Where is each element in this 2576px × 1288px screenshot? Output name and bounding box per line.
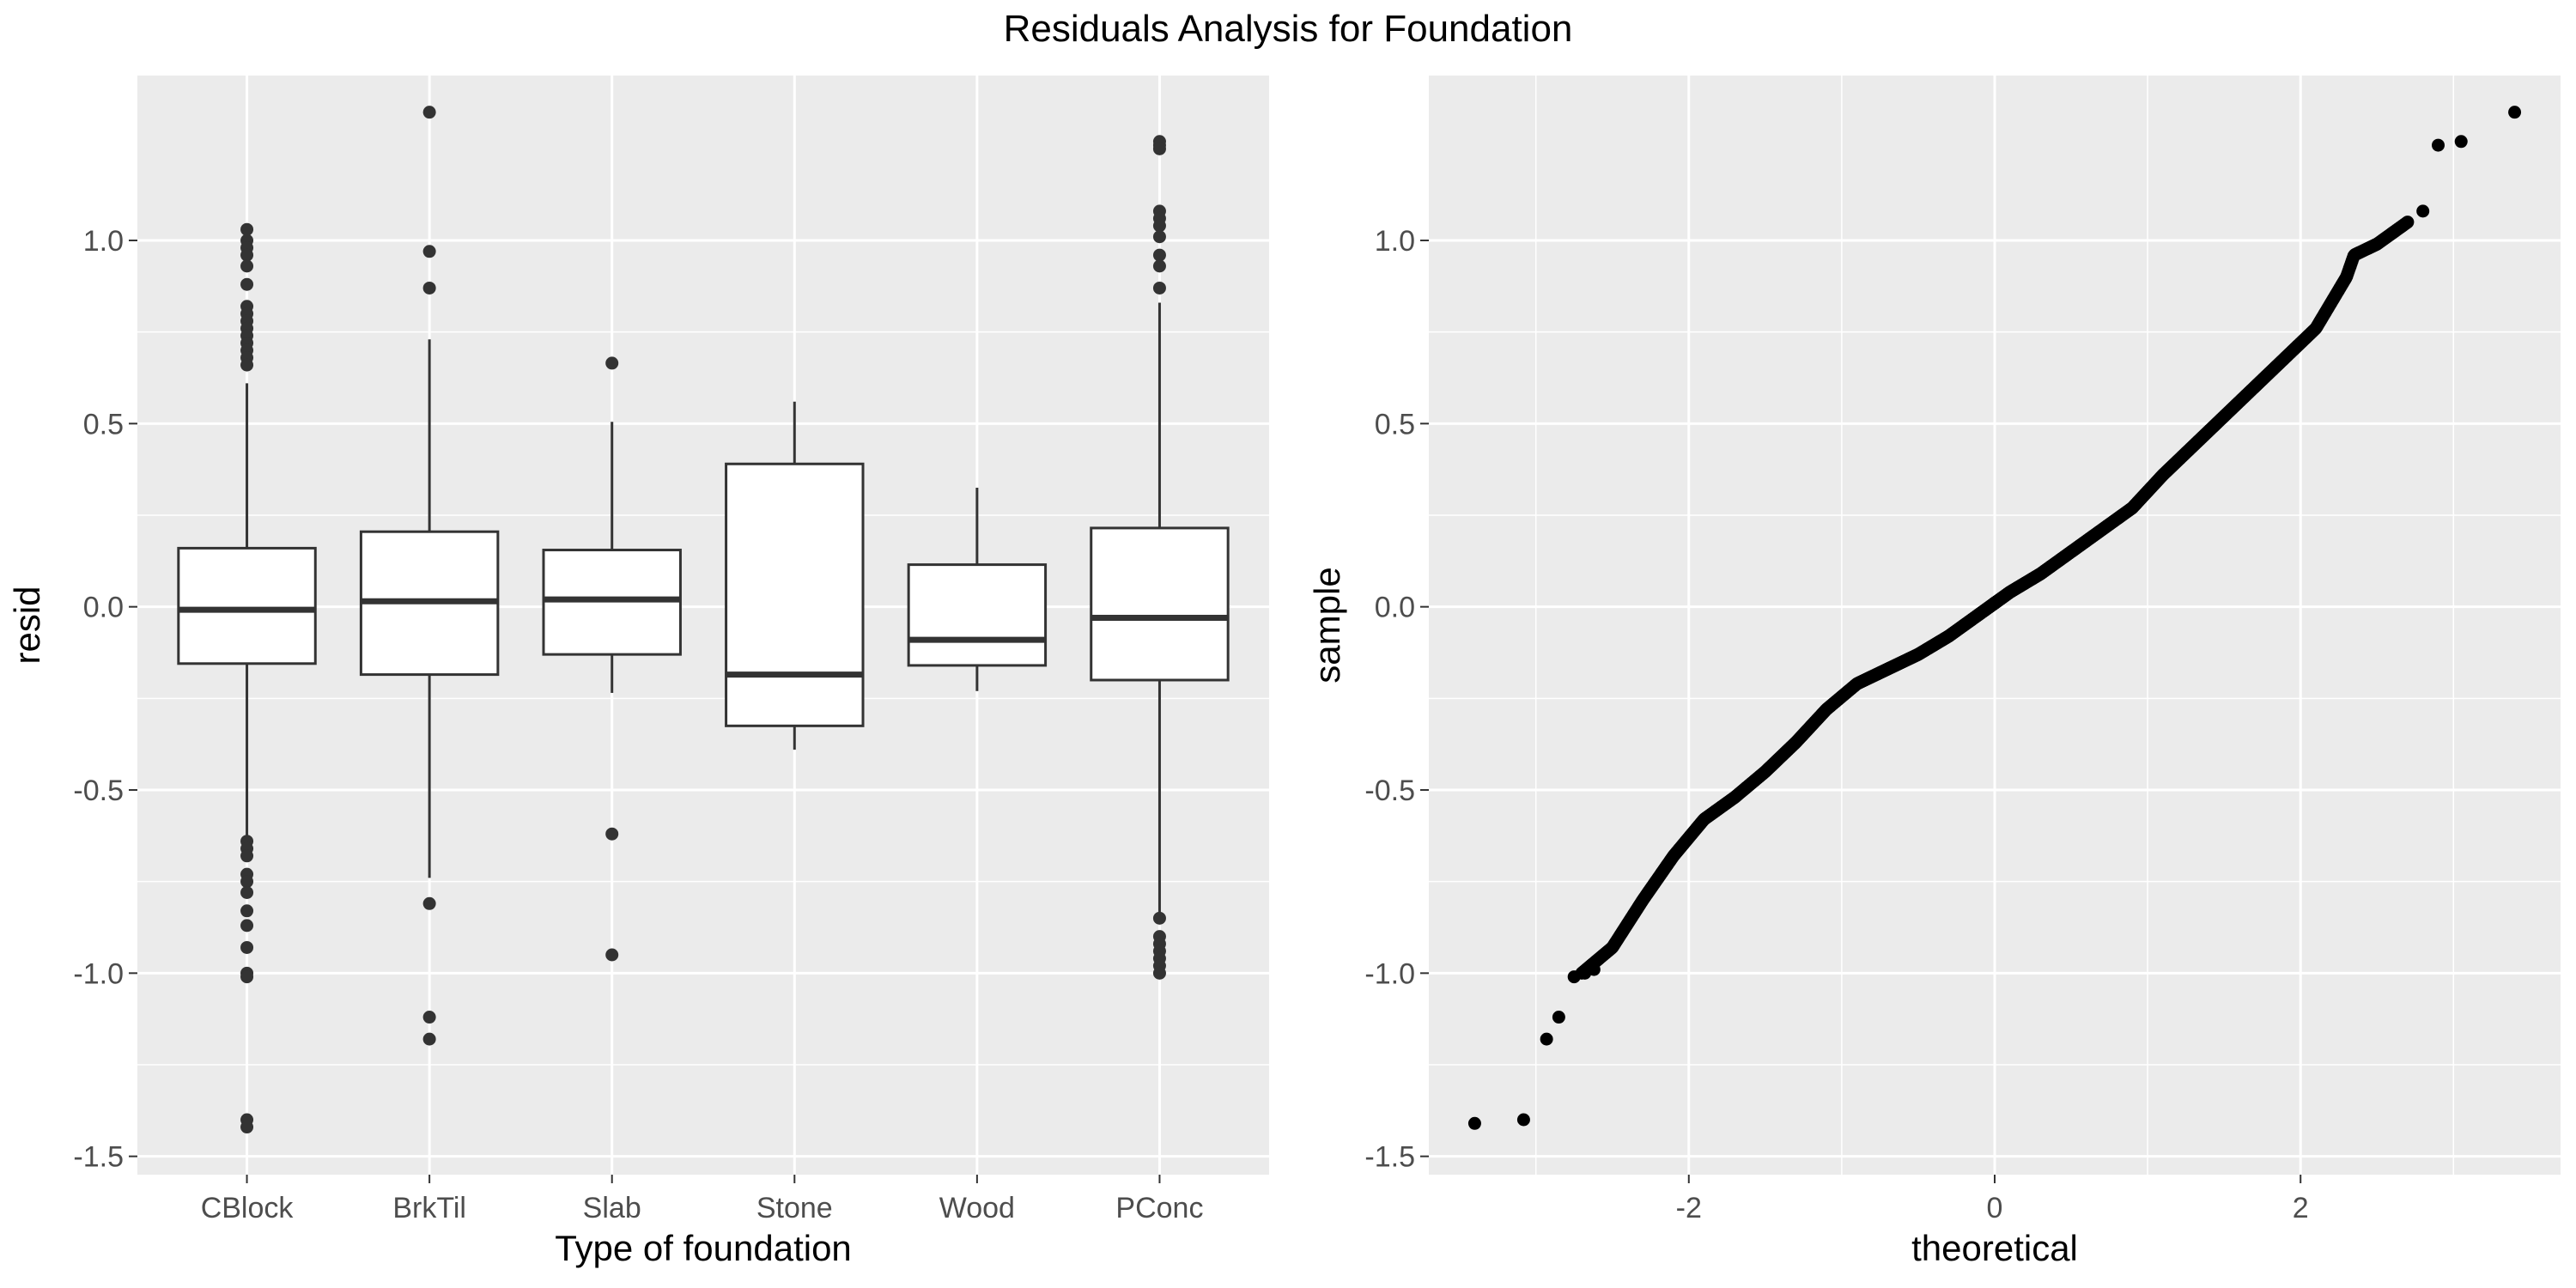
- qq-gridlines: [1429, 76, 2561, 1175]
- box-outlier-point: [240, 849, 254, 863]
- qq-tail-point: [1516, 1113, 1530, 1127]
- qq-y-tick-label: 0.0: [1375, 592, 1415, 624]
- box-outlier-point: [1152, 230, 1166, 244]
- qq-tail-point: [1467, 1116, 1481, 1130]
- boxplot-panel: -1.5 -1.0 -0.5 0.0 0.5 1.0 CBlock BrkTil Slab St…: [7, 76, 1269, 1268]
- box-outlier-point: [422, 281, 436, 295]
- qq-tail-point: [2432, 138, 2445, 152]
- qq-y-tick-label: -1.0: [1364, 957, 1415, 990]
- box-outlier-point: [1152, 142, 1166, 155]
- boxplot-y-tick-label: -0.5: [73, 775, 124, 807]
- box-outlier-point: [422, 245, 436, 258]
- box-outlier-point: [1152, 281, 1166, 295]
- box-iqr-rect: [1090, 526, 1230, 682]
- qq-x-axis-title: theoretical: [1911, 1228, 2078, 1268]
- box-outlier-point: [240, 259, 254, 273]
- qq-x-tick-label: 2: [2293, 1192, 2309, 1224]
- box-outlier-point: [1152, 259, 1166, 273]
- boxplot-y-tick-label: 0.5: [83, 408, 124, 440]
- box-outlier-point: [240, 904, 254, 918]
- box-outlier-point: [240, 875, 254, 889]
- box-outlier-point: [240, 919, 254, 933]
- boxplot-y-axis-title: resid: [7, 586, 47, 664]
- boxplot-y-tick-label: -1.0: [73, 957, 124, 990]
- boxplot-marks: [177, 106, 1230, 1134]
- boxplot-x-ticks: CBlock BrkTil Slab Stone Wood PConc: [201, 1175, 1203, 1224]
- figure-title: Residuals Analysis for Foundation: [1004, 8, 1573, 50]
- box-stone: [725, 401, 865, 750]
- boxplot-y-tick-label: 0.0: [83, 592, 124, 624]
- qq-tail-point: [2454, 135, 2468, 149]
- qq-point: [2401, 216, 2415, 229]
- qq-x-ticks: -2 0 2: [1676, 1175, 2309, 1224]
- box-outlier-point: [240, 970, 254, 984]
- box-outlier-point: [240, 1121, 254, 1134]
- qq-panel: -1.5 -1.0 -0.5 0.0 0.5 1.0 -2 0 2 theoretical s…: [1307, 76, 2561, 1268]
- boxplot-y-tick-label: 1.0: [83, 225, 124, 258]
- box-outlier-point: [422, 1032, 436, 1046]
- box-outlier-point: [240, 940, 254, 954]
- box-outlier-point: [240, 222, 254, 236]
- boxplot-y-ticks: -1.5 -1.0 -0.5 0.0 0.5 1.0: [73, 225, 137, 1174]
- qq-y-ticks: -1.5 -1.0 -0.5 0.0 0.5 1.0: [1364, 225, 1429, 1174]
- qq-tail-point: [1552, 1011, 1565, 1024]
- box-outlier-point: [240, 277, 254, 291]
- qq-tail-point: [1587, 963, 1601, 976]
- box-outlier-point: [422, 896, 436, 910]
- box-iqr-rect: [177, 546, 317, 665]
- qq-points: [1467, 106, 2522, 1130]
- box-outlier-point: [605, 356, 619, 370]
- box-cblock: [177, 222, 317, 1134]
- box-wood: [907, 488, 1048, 691]
- box-outlier-point: [1152, 966, 1166, 980]
- box-outlier-point: [1152, 219, 1166, 233]
- qq-y-tick-label: -1.5: [1364, 1141, 1415, 1174]
- box-pconc: [1090, 135, 1230, 980]
- boxplot-x-tick-label: CBlock: [201, 1192, 295, 1224]
- qq-x-tick-label: 0: [1987, 1192, 2003, 1224]
- qq-y-axis-title: sample: [1307, 567, 1347, 683]
- box-outlier-point: [422, 1011, 436, 1024]
- boxplot-panel-background: [137, 76, 1269, 1175]
- boxplot-y-tick-label: -1.5: [73, 1141, 124, 1174]
- box-slab: [542, 356, 682, 962]
- qq-y-tick-label: 1.0: [1375, 225, 1415, 258]
- boxplot-x-tick-label: BrkTil: [392, 1192, 466, 1224]
- qq-y-tick-label: -0.5: [1364, 775, 1415, 807]
- box-iqr-rect: [907, 563, 1048, 667]
- boxplot-x-tick-label: PConc: [1115, 1192, 1203, 1224]
- box-iqr-rect: [725, 462, 865, 727]
- box-outlier-point: [240, 248, 254, 262]
- qq-y-tick-label: 0.5: [1375, 408, 1415, 440]
- boxplot-x-tick-label: Slab: [583, 1192, 641, 1224]
- box-outlier-point: [422, 106, 436, 119]
- boxplot-x-axis-title: Type of foundation: [555, 1228, 852, 1268]
- qq-tail-point: [2508, 106, 2522, 119]
- box-outlier-point: [240, 885, 254, 899]
- box-outlier-point: [240, 358, 254, 372]
- box-outlier-point: [1152, 911, 1166, 925]
- qq-tail-point: [1567, 970, 1581, 984]
- boxplot-x-tick-label: Wood: [939, 1192, 1015, 1224]
- box-outlier-point: [605, 948, 619, 962]
- qq-tail-point: [1540, 1032, 1553, 1046]
- qq-tail-point: [2416, 204, 2430, 218]
- box-outlier-point: [1152, 248, 1166, 262]
- boxplot-x-tick-label: Stone: [756, 1192, 833, 1224]
- box-outlier-point: [605, 827, 619, 841]
- box-brktil: [359, 106, 500, 1046]
- qq-x-tick-label: -2: [1676, 1192, 1702, 1224]
